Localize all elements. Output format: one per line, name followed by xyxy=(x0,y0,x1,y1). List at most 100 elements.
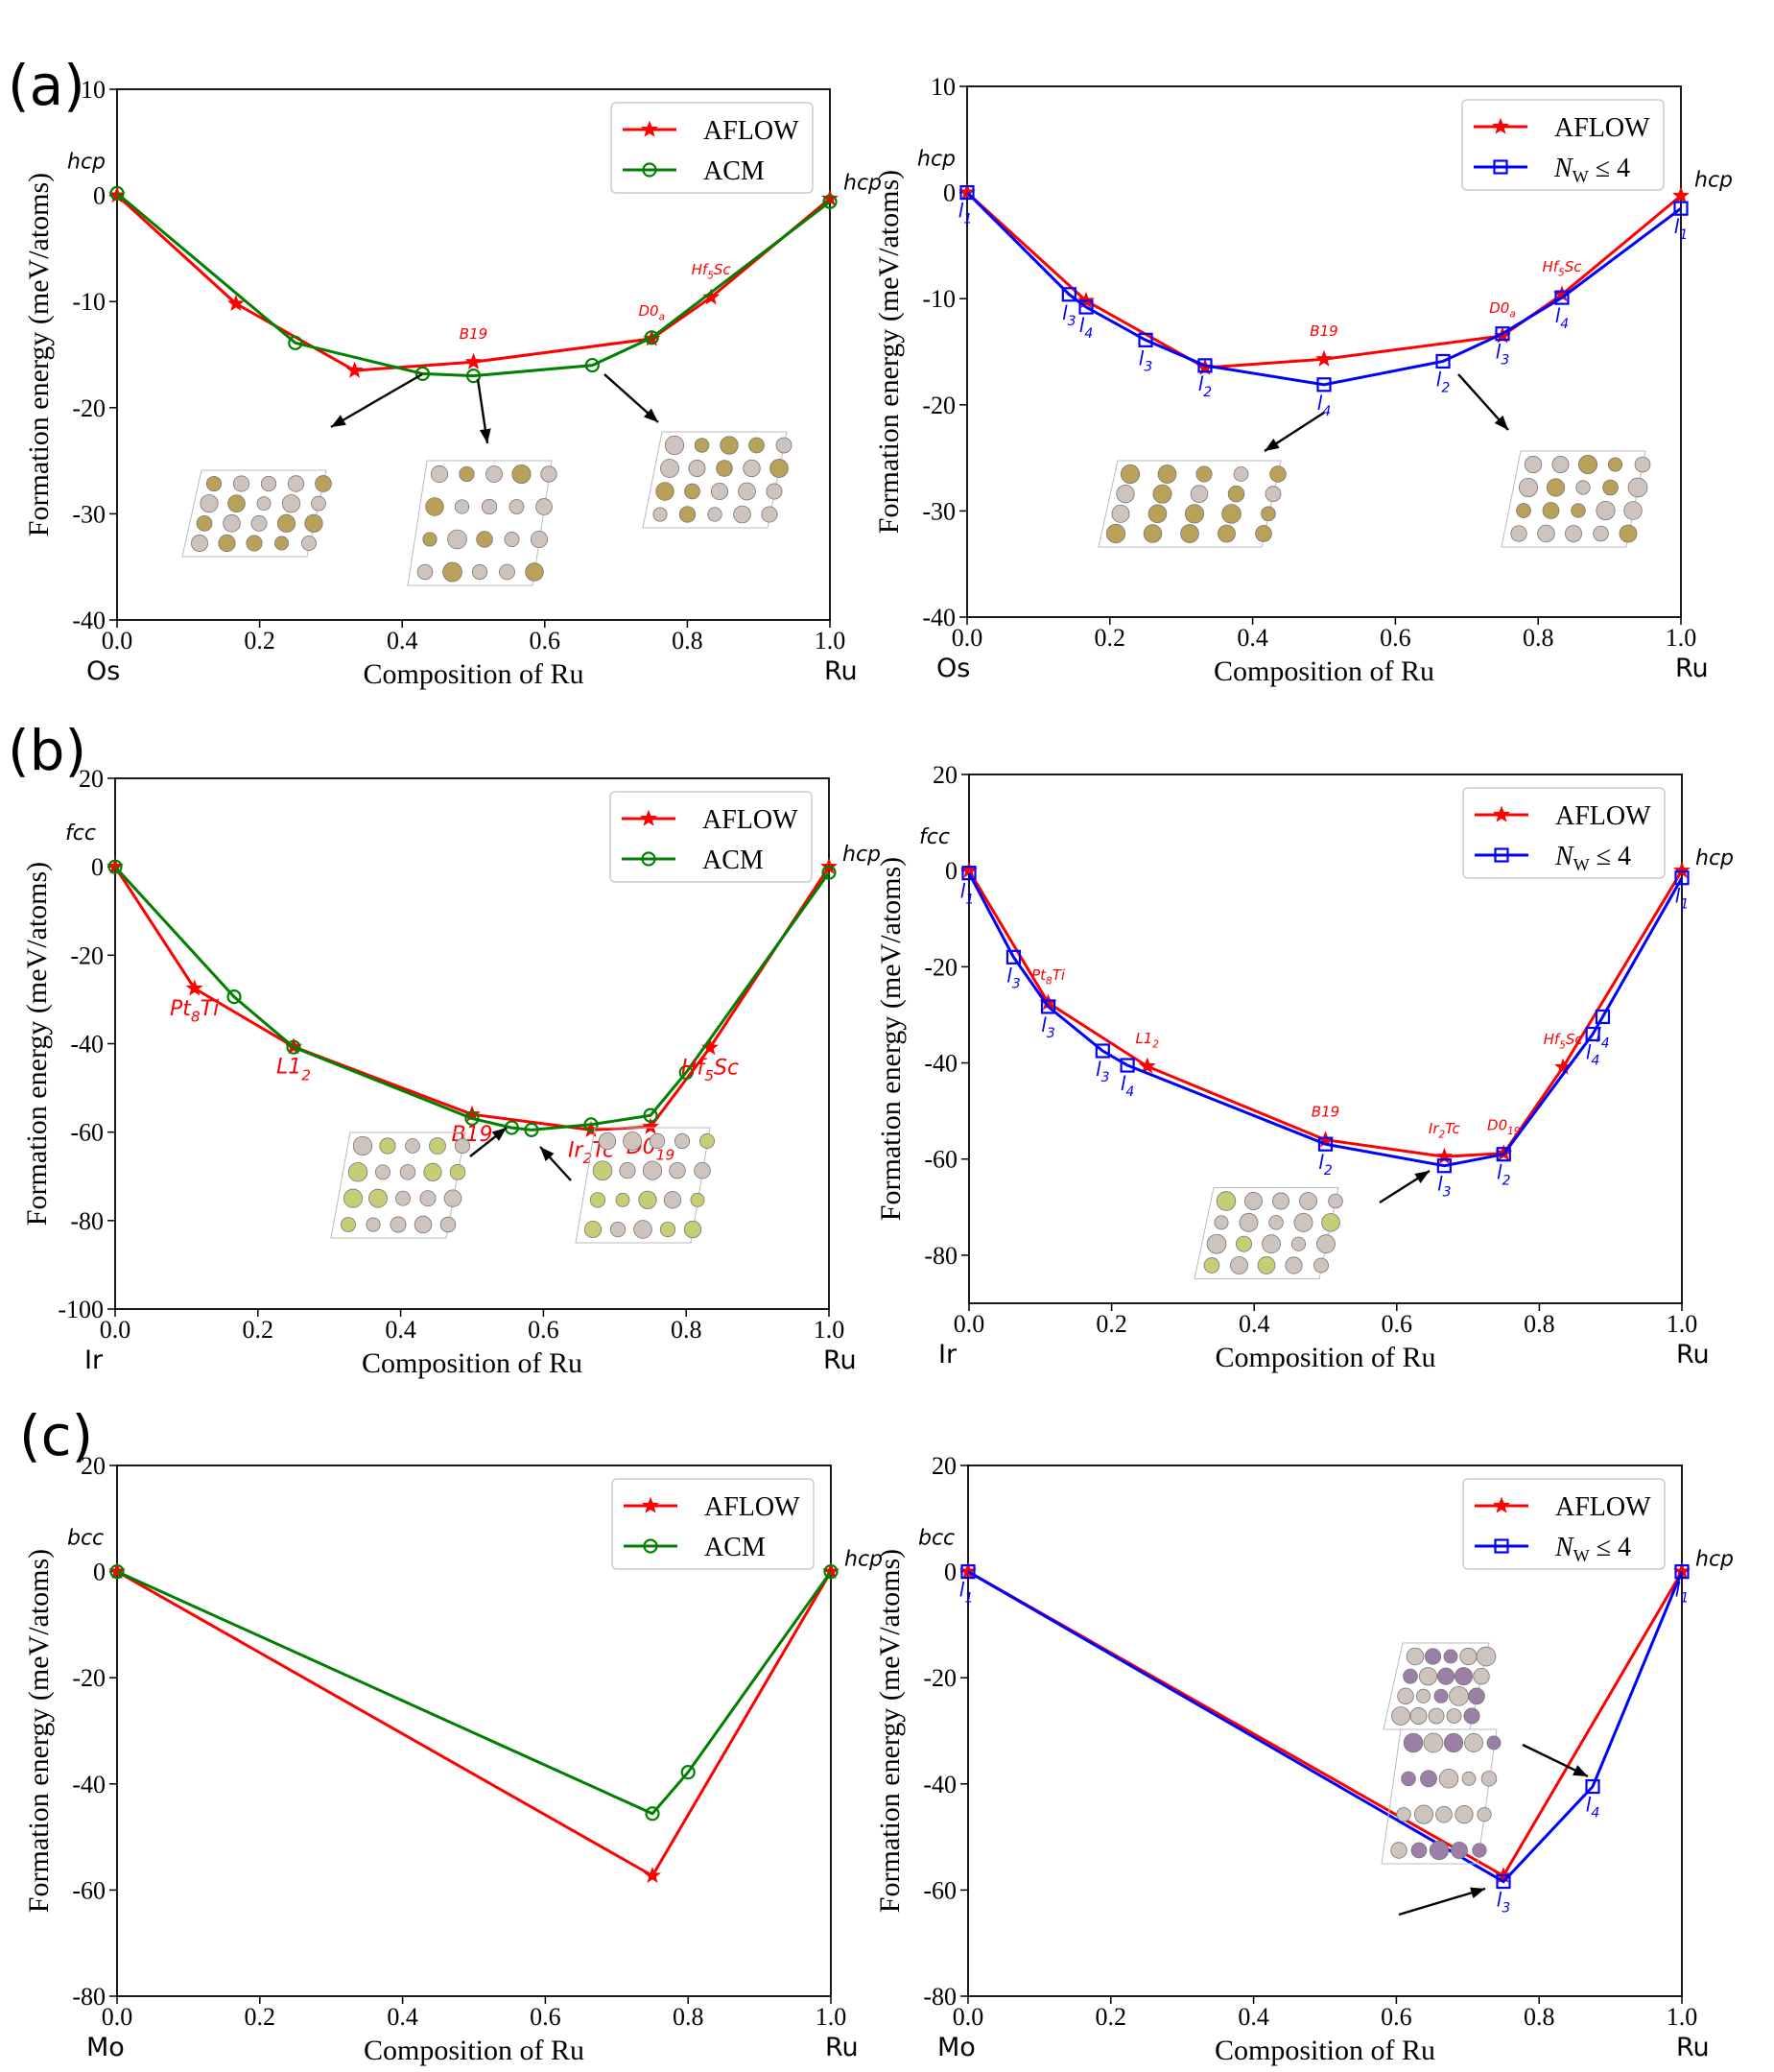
structure-annotation: Hf5Sc xyxy=(692,261,732,282)
point-label: l1 xyxy=(1675,1579,1689,1607)
inset-arrow-b2-head xyxy=(540,1147,555,1161)
crystal-inset-b3-atom xyxy=(1285,1256,1303,1274)
x-end-label-right: Ru xyxy=(824,656,858,686)
series-line-aflow xyxy=(965,191,1682,369)
crystal-inset-a4-atom xyxy=(1111,504,1130,523)
y-tick-label: -60 xyxy=(924,1146,958,1174)
crystal-inset-a5-atom xyxy=(1537,524,1555,543)
crystal-inset-a1-atom xyxy=(246,535,263,552)
x-tick-label: 0.0 xyxy=(100,1316,131,1344)
data-point xyxy=(1496,1873,1511,1890)
series-line-nw xyxy=(965,191,1682,387)
legend-marker xyxy=(642,1496,659,1513)
x-tick-label: 0.2 xyxy=(245,2003,276,2031)
crystal-inset-a1-atom xyxy=(311,495,326,512)
data-point xyxy=(524,1122,539,1137)
legend-label: ACM xyxy=(703,156,765,186)
crystal-inset-a5-atom xyxy=(1542,502,1560,519)
data-point xyxy=(226,294,245,312)
point-label: l4 xyxy=(1555,304,1569,332)
crystal-inset-c1-atom xyxy=(1403,1732,1424,1753)
crystal-inset-a5-atom xyxy=(1551,455,1570,474)
y-axis-label: Formation energy (meV/atoms) xyxy=(23,173,55,536)
point-label: l4 xyxy=(1596,1023,1609,1051)
crystal-inset-b3-atom xyxy=(1328,1193,1343,1209)
phase-label-right: hcp xyxy=(1694,169,1733,193)
crystal-inset-a3-atom xyxy=(694,438,710,453)
crystal-inset-a4-atom xyxy=(1152,484,1172,504)
crystal-inset-a3-atom xyxy=(660,459,679,478)
crystal-inset-a3-atom xyxy=(738,482,756,501)
crystal-inset-c1-atom xyxy=(1401,1771,1416,1787)
y-tick-label: 20 xyxy=(81,1452,106,1480)
legend-marker xyxy=(643,1538,658,1554)
crystal-inset-a1-atom xyxy=(200,494,219,513)
x-tick-label: 0.8 xyxy=(1523,624,1554,652)
crystal-inset-a3-atom xyxy=(652,507,668,522)
crystal-inset-a4-atom xyxy=(1255,525,1272,542)
x-tick-label: 0.8 xyxy=(672,627,703,655)
crystal-inset-b1-atom xyxy=(347,1162,368,1182)
panel-label-a: (a) xyxy=(8,53,85,118)
x-tick-label: 0.2 xyxy=(1096,1310,1127,1338)
data-point xyxy=(961,866,977,881)
y-tick-label: -10 xyxy=(72,288,106,316)
point-label: l2 xyxy=(1497,1161,1511,1189)
data-point xyxy=(1138,332,1153,347)
data-point xyxy=(1120,1058,1135,1073)
y-tick-label: -100 xyxy=(58,1296,104,1323)
x-tick-label: 0.4 xyxy=(1239,1310,1270,1338)
data-point xyxy=(1040,999,1056,1014)
x-tick-label: 0.0 xyxy=(953,2003,984,2031)
inset-arrow-a5-head xyxy=(1494,415,1508,430)
x-axis-label: Composition of Ru xyxy=(364,2035,584,2066)
x-tick-label: 0.4 xyxy=(1238,2003,1269,2031)
crystal-inset-b1-atom xyxy=(341,1217,356,1232)
crystal-inset-a2-atom xyxy=(422,532,438,547)
chart-3: 0.0 0.2 0.4 0.6 0.8 1.0 20 0 -20 -40 -60 -80 -100 Com… xyxy=(21,765,881,1379)
crystal-inset-b1-atom xyxy=(390,1216,407,1233)
y-tick-label: 0 xyxy=(943,179,956,207)
x-tick-label: 0.0 xyxy=(102,2003,133,2031)
phase-label-right: hcp xyxy=(1695,846,1734,870)
crystal-inset-b2-atom xyxy=(589,1192,606,1208)
plot-frame xyxy=(966,85,1682,618)
crystal-inset-a2-atom xyxy=(430,464,449,484)
legend: AFLOW NW ≤ 4 xyxy=(1462,787,1666,879)
inset-arrow-c2 xyxy=(1522,1743,1589,1778)
x-end-label-right: Ru xyxy=(1675,654,1709,683)
crystal-inset-a1-atom xyxy=(256,496,272,512)
crystal-inset-b2-atom xyxy=(583,1220,603,1239)
crystal-inset-c2-atom xyxy=(1454,1667,1474,1686)
crystal-inset-a5-atom xyxy=(1602,479,1619,496)
legend-marker xyxy=(641,120,658,137)
y-tick-label: -80 xyxy=(923,1983,957,2011)
crystal-inset-a2-atom xyxy=(499,563,515,581)
x-tick-label: 0.8 xyxy=(671,1316,702,1344)
legend-marker xyxy=(642,162,657,178)
y-tick-label: 10 xyxy=(931,73,956,101)
crystal-inset-c1-atom xyxy=(1420,1770,1437,1788)
phase-label-left: hcp xyxy=(67,151,106,175)
point-label: l2 xyxy=(1318,1151,1333,1179)
crystal-inset-a4-atom xyxy=(1143,524,1163,543)
crystal-inset-b1-atom xyxy=(439,1216,457,1233)
y-axis-label: Formation energy (meV/atoms) xyxy=(21,862,53,1226)
inset-arrow-a3 xyxy=(603,373,659,423)
data-point xyxy=(1495,326,1510,342)
crystal-inset-a1-atom xyxy=(227,494,246,512)
crystal-inset-a5-atom xyxy=(1510,525,1527,542)
crystal-inset-b3-atom xyxy=(1316,1234,1336,1254)
y-tick-label: -20 xyxy=(70,941,104,969)
crystal-inset-a5-atom xyxy=(1518,477,1539,498)
y-axis-label: Formation energy (meV/atoms) xyxy=(875,857,907,1221)
crystal-inset-b2-atom xyxy=(663,1191,682,1209)
inset-arrow-c1-head xyxy=(1470,1887,1485,1898)
crystal-inset-a3-atom xyxy=(761,506,778,523)
crystal-inset-a5-atom xyxy=(1524,455,1543,474)
structure-annotation: L12 xyxy=(276,1056,311,1084)
crystal-inset-b2-atom xyxy=(674,1132,691,1150)
crystal-inset-c2-atom xyxy=(1397,1687,1414,1705)
y-tick-label: -20 xyxy=(924,953,958,981)
legend-label: ACM xyxy=(702,845,764,875)
